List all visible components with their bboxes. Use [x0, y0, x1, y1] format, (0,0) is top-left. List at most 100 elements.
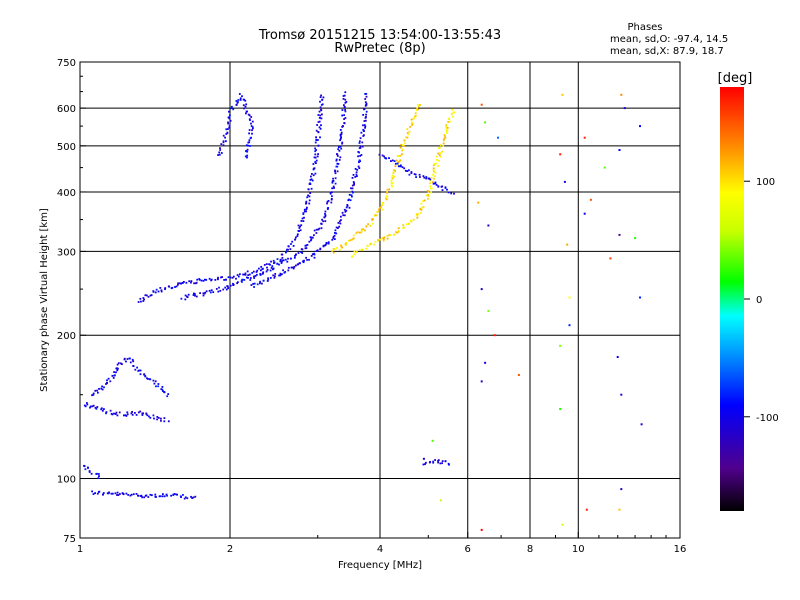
echo-point [382, 239, 385, 242]
echo-point [432, 460, 435, 463]
echo-point [412, 117, 415, 120]
echo-point [184, 496, 187, 499]
echo-point [406, 132, 409, 134]
echo-point [319, 136, 321, 139]
echo-point [344, 243, 347, 246]
echo-point [341, 141, 344, 144]
echo-point [355, 171, 358, 174]
echo-point [261, 268, 264, 270]
echo-point [358, 249, 361, 251]
echo-point [125, 415, 128, 417]
echo-point [343, 122, 346, 124]
echo-point [143, 496, 146, 499]
echo-point [365, 116, 367, 118]
echo-point [350, 187, 352, 190]
echo-point [309, 236, 312, 239]
echo-point [195, 295, 198, 298]
echo-point [132, 360, 135, 363]
echo-point [204, 291, 207, 294]
echo-point [245, 150, 247, 153]
echo-point [142, 297, 145, 299]
echo-point [310, 238, 313, 241]
echo-point [159, 495, 162, 498]
echo-point [311, 236, 314, 239]
echo-point [209, 291, 212, 294]
echo-point [246, 276, 248, 279]
echo-point [310, 236, 313, 239]
echo-point [98, 388, 100, 390]
echo-point [174, 286, 176, 288]
echo-point [331, 238, 334, 241]
echo-point [208, 289, 211, 292]
echo-point [371, 222, 374, 225]
echo-point [433, 163, 436, 165]
echo-point [227, 285, 229, 288]
echo-point [327, 207, 329, 209]
echo-point [145, 494, 148, 497]
scatter-point [563, 180, 566, 183]
echo-point [340, 131, 343, 134]
echo-point [399, 146, 402, 149]
echo-point [340, 244, 342, 247]
echo-point [300, 224, 303, 227]
echo-point [446, 132, 448, 134]
echo-point [163, 420, 166, 423]
echo-point [344, 91, 347, 94]
echo-point [280, 253, 283, 256]
echo-point [365, 93, 368, 95]
echo-point [306, 259, 308, 261]
echo-point [92, 493, 95, 495]
echo-point [290, 266, 293, 269]
echo-point [425, 176, 428, 178]
echo-point [244, 272, 247, 275]
echo-point [335, 232, 338, 235]
echo-point [96, 472, 98, 475]
echo-point [397, 230, 400, 233]
echo-point [287, 245, 290, 248]
echo-point [287, 248, 289, 251]
echo-point [279, 274, 282, 277]
echo-point [300, 220, 303, 222]
echo-point [110, 492, 113, 495]
echo-point [222, 141, 225, 144]
echo-trace [350, 108, 456, 258]
echo-point [391, 159, 394, 162]
echo-point [453, 192, 455, 195]
echo-point [302, 261, 305, 264]
echo-point [107, 492, 110, 495]
echo-point [364, 119, 367, 122]
echo-point [333, 238, 336, 240]
echo-point [434, 171, 437, 174]
y-axis-label: Stationary phase Virtual Height [km] [39, 208, 50, 392]
echo-point [258, 267, 260, 270]
echo-point [349, 239, 352, 242]
echo-point [336, 162, 339, 165]
echo-point [148, 415, 150, 418]
echo-point [441, 462, 443, 465]
echo-point [251, 129, 253, 132]
echo-point [88, 471, 91, 473]
echo-point [402, 224, 404, 227]
echo-point [202, 292, 205, 295]
echo-point [167, 420, 170, 423]
echo-point [136, 366, 138, 369]
echo-point [360, 228, 363, 231]
echo-point [286, 248, 288, 251]
echo-point [250, 116, 253, 118]
echo-point [357, 155, 359, 158]
echo-point [278, 263, 280, 266]
echo-point [416, 214, 418, 217]
echo-point [202, 294, 205, 297]
echo-point [350, 256, 353, 258]
echo-point [166, 494, 168, 497]
echo-point [191, 497, 194, 499]
echo-point [344, 98, 347, 101]
echo-point [362, 128, 365, 131]
echo-point [331, 187, 334, 190]
echo-point [227, 116, 230, 119]
echo-point [225, 133, 228, 135]
echo-point [135, 414, 138, 416]
echo-point [433, 164, 435, 167]
echo-point [285, 251, 287, 254]
echo-point [101, 409, 104, 412]
